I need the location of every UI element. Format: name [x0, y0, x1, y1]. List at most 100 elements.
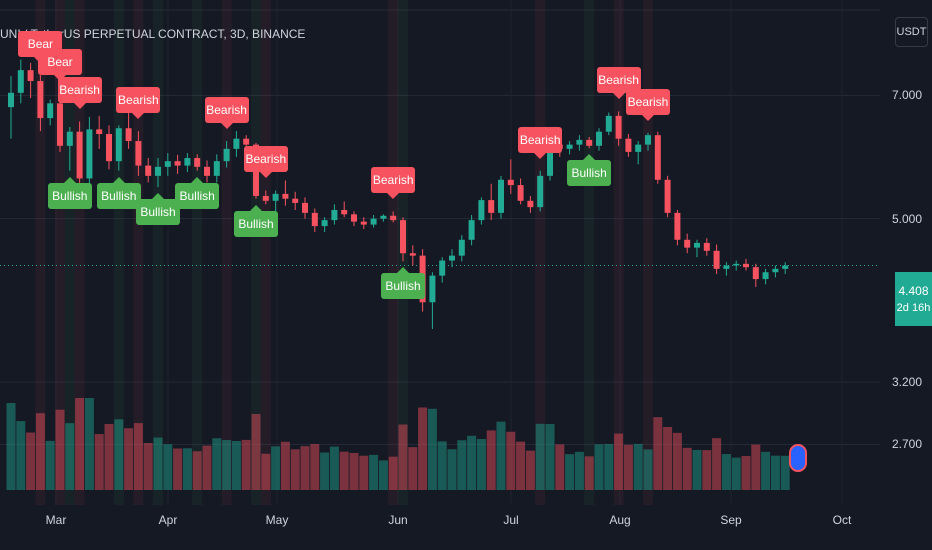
symbol-title: UNI / TetherUS PERPETUAL CONTRACT, 3D, B… [0, 27, 306, 41]
candle-body [674, 212, 681, 240]
time-tick-label: Mar [45, 513, 67, 527]
candle-body [713, 250, 720, 269]
candle [645, 132, 651, 151]
candle [468, 215, 475, 246]
candle [341, 201, 348, 218]
candle [370, 215, 377, 228]
candle [586, 136, 593, 149]
candle-body [262, 195, 269, 201]
volume-bar [565, 454, 575, 490]
candle [262, 190, 269, 205]
price-tick-label: 5.000 [891, 211, 922, 226]
candle [635, 141, 642, 165]
candle-body [507, 179, 514, 186]
volume-bar [349, 452, 359, 490]
last-price-value: 4.408 [898, 284, 929, 298]
volume-bar [143, 443, 153, 490]
volume-bar [359, 455, 369, 490]
candle-body [547, 144, 553, 176]
candle [478, 197, 485, 225]
candlestick-chart[interactable] [0, 0, 880, 505]
volume-bar [682, 447, 692, 490]
candle [429, 272, 436, 329]
candle [135, 131, 142, 176]
price-tick-label: 3.200 [891, 375, 922, 390]
candle-body [37, 81, 44, 119]
time-tick-label: Sep [720, 513, 742, 527]
price-axis[interactable]: 7.000 5.000 3.200 2.700 [880, 0, 932, 505]
candle-body [605, 115, 612, 132]
flag-logo-icon[interactable] [789, 444, 807, 472]
time-axis[interactable]: Mar Apr May Jun Jul Aug Sep Oct [0, 505, 932, 550]
candle [115, 125, 122, 171]
candle-body [664, 179, 671, 213]
candle [527, 195, 534, 213]
candle [674, 209, 681, 246]
candle-body [302, 202, 308, 213]
candle-body [331, 209, 338, 221]
volume-bar [614, 433, 624, 490]
candle [76, 121, 83, 194]
volume-bar [467, 435, 477, 490]
volume-bar [35, 413, 45, 490]
candle [596, 128, 602, 151]
candle-body [164, 161, 171, 167]
volume-bar [525, 450, 535, 490]
candle [409, 245, 416, 266]
volume-bar [516, 441, 526, 490]
volume-bar [133, 423, 143, 490]
candle [302, 197, 308, 219]
candle-body [458, 239, 465, 256]
candle-body [625, 138, 632, 152]
candle-body [135, 141, 142, 166]
bullish-signal-label: Bullish [381, 267, 425, 300]
candle [37, 75, 44, 132]
candle [282, 180, 289, 206]
candle-body [694, 242, 700, 248]
volume-bar [584, 456, 594, 490]
candle-body [282, 193, 289, 199]
bearish-signal-label: Bearish [116, 87, 161, 120]
candle-body [400, 220, 406, 254]
currency-unit-button[interactable]: USDT [895, 17, 928, 47]
candle-body [449, 255, 455, 261]
candle-body [341, 209, 348, 215]
candle [537, 170, 544, 212]
volume-bar [447, 449, 457, 490]
bullish-band [64, 0, 75, 505]
candle-body [125, 128, 132, 142]
volume-bar [751, 444, 761, 490]
candle [517, 178, 524, 205]
bearish-band [35, 0, 46, 505]
candle-body [194, 158, 201, 167]
volume-bar [241, 439, 251, 490]
candle [47, 99, 54, 126]
volume-bar [202, 445, 212, 490]
bearish-band [221, 0, 232, 505]
candle-body [576, 139, 583, 145]
bar-countdown: 2d 16h [896, 302, 931, 314]
candle [605, 112, 612, 136]
candle [292, 191, 299, 210]
candle [654, 131, 661, 184]
volume-bar [476, 439, 486, 490]
candle [703, 238, 710, 256]
bearish-signal-label: Bearish [57, 77, 102, 110]
candle-body [684, 239, 691, 248]
candle-body [233, 138, 240, 149]
candle [615, 111, 622, 146]
candle-body [537, 175, 544, 208]
candle-body [517, 185, 524, 201]
volume-bar [231, 440, 241, 490]
bullish-signal-label: Bullish [567, 154, 612, 187]
candle-body [213, 161, 220, 176]
candle-body [752, 267, 759, 280]
candle [125, 110, 132, 149]
time-tick-label: Oct [832, 513, 852, 527]
candle-body [566, 144, 573, 149]
candle [458, 235, 465, 262]
candle [27, 62, 34, 99]
volume-bar [104, 423, 114, 490]
time-tick-label: Jul [503, 513, 519, 527]
volume-bar [496, 421, 506, 490]
